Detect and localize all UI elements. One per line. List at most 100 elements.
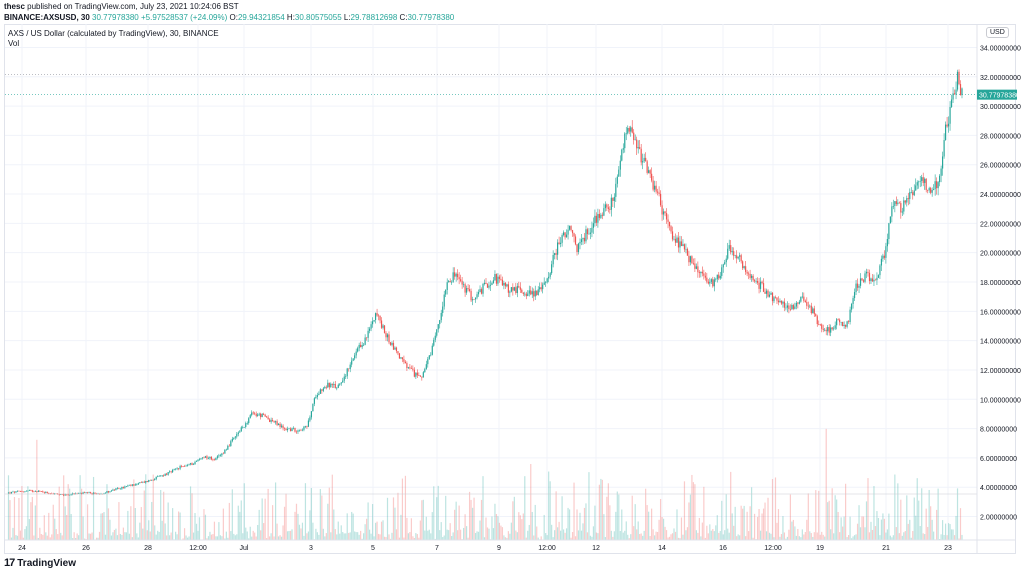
candle-body xyxy=(86,492,89,494)
volume-bar xyxy=(806,519,808,540)
candle-body xyxy=(830,327,832,333)
candle-body xyxy=(255,413,257,416)
candle-body xyxy=(125,486,127,487)
volume-bar xyxy=(449,523,451,540)
volume-bar xyxy=(155,534,157,540)
candle-body xyxy=(207,458,210,459)
volume-bar xyxy=(901,535,903,540)
candle-body xyxy=(659,193,662,206)
volume-bar xyxy=(637,521,639,540)
volume-bar xyxy=(560,530,562,540)
volume-bar xyxy=(740,505,742,540)
grid-lines xyxy=(5,24,977,540)
candle-body xyxy=(665,213,668,220)
volume-bar xyxy=(18,497,20,540)
volume-bar xyxy=(163,491,165,540)
volume-bar xyxy=(276,523,278,540)
volume-bar xyxy=(603,514,605,540)
volume-bar xyxy=(66,514,68,540)
candle-body xyxy=(900,203,902,213)
volume-bar xyxy=(842,526,844,540)
volume-bar xyxy=(562,529,565,540)
volume-bar xyxy=(357,532,359,540)
volume-bar xyxy=(434,538,436,540)
volume-bar xyxy=(125,532,127,540)
candle-body xyxy=(640,148,642,163)
volume-bar xyxy=(146,530,148,540)
candle-body xyxy=(582,237,584,240)
volume-bar xyxy=(610,530,612,540)
candle-body xyxy=(548,276,550,279)
candle-body xyxy=(210,456,213,460)
volume-bar xyxy=(651,508,653,540)
candle-body xyxy=(233,437,235,439)
volume-bar xyxy=(7,475,10,540)
volume-bar xyxy=(234,535,236,540)
chart-frame[interactable] xyxy=(4,24,1016,554)
candle-body xyxy=(486,283,489,288)
candle-body xyxy=(109,491,111,493)
volume-bar xyxy=(758,509,760,540)
volume-bar xyxy=(728,532,730,540)
footer-brand[interactable]: 17 TradingView xyxy=(4,557,76,569)
candle-body xyxy=(376,313,378,316)
volume-bar xyxy=(513,496,515,540)
candle-body xyxy=(953,93,956,95)
volume-bar xyxy=(733,525,735,540)
volume-bar xyxy=(961,534,963,540)
volume-bar xyxy=(460,529,462,540)
volume-bar xyxy=(646,505,648,540)
candle-body xyxy=(258,413,260,415)
volume-bar xyxy=(349,532,351,540)
volume-bar xyxy=(877,518,880,540)
candle-body xyxy=(507,284,509,293)
volume-bar xyxy=(424,530,426,540)
candle-body xyxy=(348,368,350,370)
volume-bar xyxy=(430,533,432,540)
candle-body xyxy=(322,388,324,391)
currency-badge[interactable]: USD xyxy=(986,27,1009,38)
candle-body xyxy=(385,332,387,338)
volume-bar xyxy=(192,532,195,540)
candle-body xyxy=(222,453,224,455)
candle-body xyxy=(755,281,757,282)
volume-bar xyxy=(401,478,404,540)
candle-body xyxy=(328,382,330,388)
volume-bar xyxy=(433,486,435,540)
candle-body xyxy=(461,280,463,285)
volume-bar xyxy=(386,497,389,540)
volume-bar xyxy=(540,536,542,540)
volume-bar xyxy=(457,530,459,540)
volume-bar xyxy=(371,504,374,540)
candle-body xyxy=(892,205,894,207)
candle-body xyxy=(63,494,65,496)
volume-bar xyxy=(239,511,241,540)
volume-bar xyxy=(694,484,696,540)
candle-body xyxy=(354,355,356,359)
candle-body xyxy=(952,93,954,100)
volume-bar xyxy=(330,532,332,540)
candle-body xyxy=(692,263,695,264)
candle-body xyxy=(319,389,321,394)
candle-body xyxy=(470,290,472,301)
volume-bar xyxy=(210,534,213,540)
candle-body xyxy=(633,132,635,141)
volume-bar xyxy=(892,535,894,540)
candle-body xyxy=(28,490,30,491)
x-tick-label: 12:00 xyxy=(764,545,782,552)
candle-body xyxy=(224,449,226,454)
volume-bar xyxy=(656,531,659,540)
y-tick-label: 12.00000000 xyxy=(980,368,1021,375)
volume-bar xyxy=(346,513,348,540)
volume-bar xyxy=(324,536,326,540)
candle-body xyxy=(364,337,366,345)
volume-bar xyxy=(818,490,820,540)
volume-bar xyxy=(786,536,789,540)
volume-bar xyxy=(551,524,553,540)
volume-bar xyxy=(849,516,851,540)
volume-bar xyxy=(751,487,753,540)
volume-bar xyxy=(322,528,324,540)
volume-bar xyxy=(286,531,289,540)
published-text: published on TradingView.com, July 23, 2… xyxy=(27,2,239,11)
